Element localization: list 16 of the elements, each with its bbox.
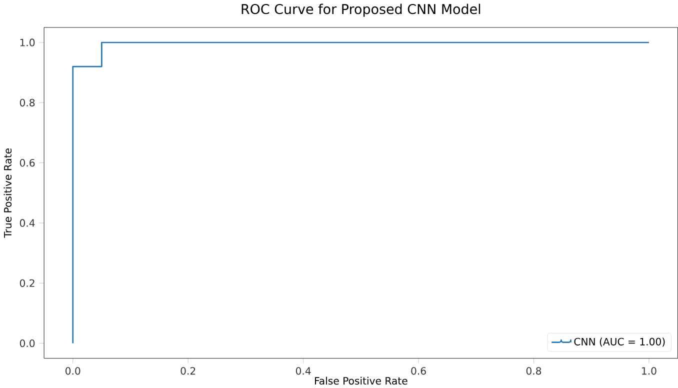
x-tick-label: 1.0 xyxy=(642,366,656,375)
x-tick-label: 0.6 xyxy=(411,366,426,375)
x-tick-label: 0.8 xyxy=(526,366,542,375)
x-axis-title: False Positive Rate xyxy=(314,376,408,384)
y-tick-label: 0.4 xyxy=(20,218,35,227)
y-tick-label: 0.2 xyxy=(20,279,34,287)
chart-title: ROC Curve for Proposed CNN Model xyxy=(242,4,480,17)
x-tick-label: 0.4 xyxy=(296,366,311,375)
y-tick-label: 0.8 xyxy=(20,98,35,106)
y-tick-label: 0.0 xyxy=(20,339,35,347)
y-tick-label: 0.6 xyxy=(20,158,35,166)
x-tick-label: 0.0 xyxy=(66,366,80,375)
legend-label: CNN (AUC = 1.00) xyxy=(574,337,665,346)
y-axis-title: True Positive Rate xyxy=(4,148,12,238)
y-tick-label: 1.0 xyxy=(20,38,35,46)
x-tick-label: 0.2 xyxy=(180,366,196,375)
